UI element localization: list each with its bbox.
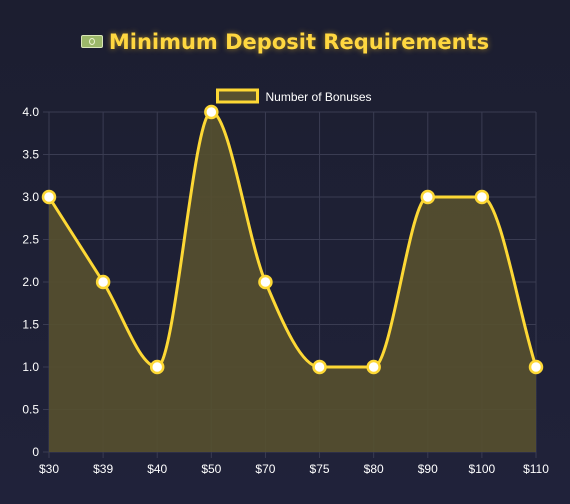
- data-point[interactable]: [474, 189, 490, 205]
- y-axis-ticks: 0 0.5 1.0 1.5 2.0 2.5 3.0 3.5 4.0: [22, 105, 39, 459]
- data-points: [41, 104, 544, 375]
- x-tick-label: $110: [523, 462, 549, 476]
- y-tick-label: 0.5: [22, 403, 39, 417]
- y-tick-label: 4.0: [22, 105, 39, 119]
- x-tick-label: $30: [39, 462, 59, 476]
- y-tick-label: 3.5: [22, 148, 39, 162]
- y-tick-label: 2.5: [22, 233, 39, 247]
- series-line: [47, 110, 538, 369]
- x-tick-label: $100: [469, 462, 496, 476]
- y-tick-label: 3.0: [22, 190, 39, 204]
- data-point[interactable]: [420, 189, 436, 205]
- data-point[interactable]: [95, 274, 111, 290]
- area-fill-layer: [49, 112, 536, 452]
- data-point[interactable]: [204, 104, 219, 120]
- x-tick-label: $80: [364, 462, 384, 476]
- y-tick-label: 1.5: [22, 318, 39, 332]
- data-point[interactable]: [41, 189, 57, 205]
- legend-swatch[interactable]: [216, 88, 259, 104]
- series-line-layer: [47, 110, 538, 369]
- data-point[interactable]: [149, 359, 165, 375]
- chart-title-text: Minimum Deposit Requirements: [108, 30, 490, 54]
- data-point[interactable]: [312, 359, 327, 375]
- data-point[interactable]: [258, 274, 273, 290]
- legend-label[interactable]: Number of Bonuses: [266, 90, 372, 104]
- money-bill-icon: [80, 35, 103, 48]
- x-tick-label: $70: [255, 462, 275, 476]
- x-tick-label: $75: [310, 462, 330, 476]
- x-tick-label: $50: [201, 462, 221, 476]
- y-tick-label: 1.0: [22, 360, 39, 374]
- series-area: [49, 112, 536, 452]
- y-tick-label: 2.0: [22, 275, 39, 289]
- x-tick-label: $90: [418, 462, 438, 476]
- chart-title: Minimum Deposit Requirements: [0, 30, 570, 54]
- legend[interactable]: Number of Bonuses: [216, 88, 372, 104]
- x-tick-label: $40: [147, 462, 167, 476]
- y-tick-label: 0: [32, 445, 39, 459]
- x-tick-label: $39: [93, 462, 113, 476]
- data-point[interactable]: [528, 359, 544, 375]
- data-point[interactable]: [366, 359, 381, 375]
- x-axis-ticks: $30 $39 $40 $50 $70 $75 $80 $90 $100 $110: [39, 462, 549, 476]
